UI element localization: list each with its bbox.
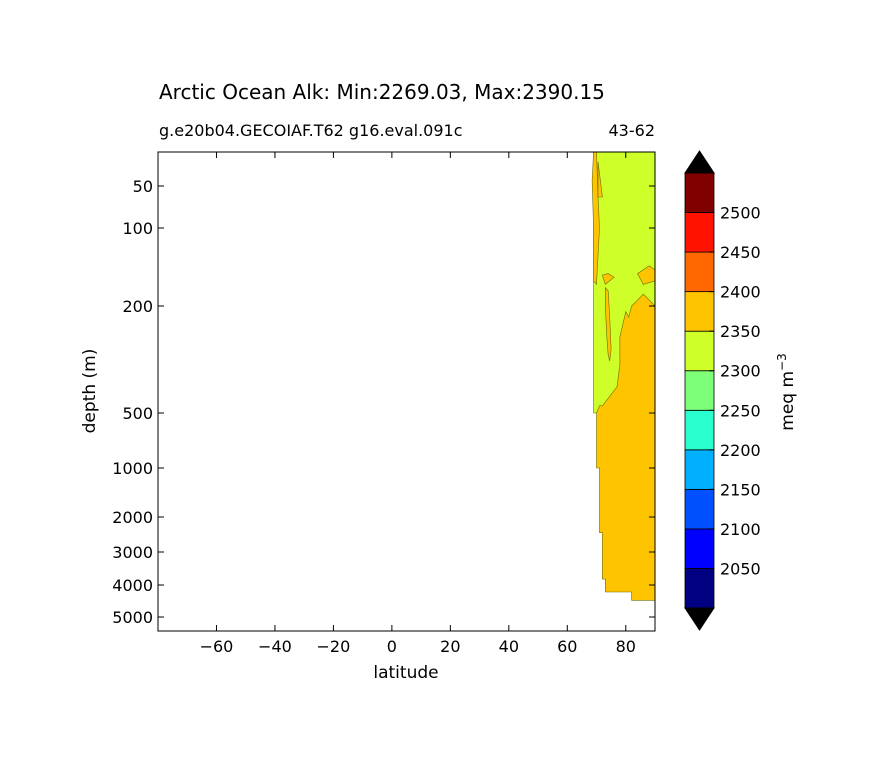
colorbar-extend-max (684, 150, 715, 174)
colorbar-segment (684, 488, 715, 530)
y-tick-label: 200 (122, 297, 153, 316)
contour-region-4 (597, 161, 603, 198)
y-tick-label: 3000 (112, 543, 153, 562)
y-tick-label: 100 (122, 219, 153, 238)
x-tick-label: 60 (557, 637, 577, 656)
y-tick-label: 50 (133, 177, 153, 196)
colorbar-tick-label: 2050 (720, 559, 761, 578)
colorbar-label: meq m−3 (775, 353, 798, 430)
colorbar-tick-label: 2250 (720, 401, 761, 420)
chart-subtitle-right: 43-62 (609, 121, 656, 140)
x-axis-label: latitude (373, 663, 438, 683)
chart-subtitle-left: g.e20b04.GECOIAF.T62 g16.eval.091c (159, 121, 463, 140)
x-axis: −60 −40 −20 0 20 40 60 80 (200, 152, 636, 656)
colorbar-segment (684, 568, 715, 609)
y-tick-label: 4000 (112, 576, 153, 595)
x-tick-label: −20 (317, 637, 351, 656)
y-axis: 50 100 200 500 1000 2000 3000 4000 5000 (112, 177, 655, 627)
y-tick-label: 500 (122, 404, 153, 423)
colorbar-tick-label: 2200 (720, 441, 761, 460)
y-tick-label: 1000 (112, 459, 153, 478)
colorbar-segment (684, 172, 715, 213)
x-tick-label: −60 (200, 637, 234, 656)
colorbar-tick-label: 2350 (720, 322, 761, 341)
contour-region-6 (602, 273, 615, 285)
colorbar-extend-min (684, 607, 715, 631)
x-tick-label: 40 (499, 637, 519, 656)
plot-area (157, 151, 656, 632)
colorbar-tick-label: 2500 (720, 204, 761, 223)
y-tick-label: 5000 (112, 608, 153, 627)
colorbar-segment (684, 528, 715, 569)
contour-region-7 (637, 265, 655, 285)
x-tick-label: 80 (616, 637, 636, 656)
contour-region-2 (596, 293, 655, 601)
colorbar-label-exponent: −3 (775, 353, 789, 371)
colorbar-segment (684, 330, 715, 372)
colorbar-segment (684, 409, 715, 451)
colorbar-label-text: meq m (778, 371, 798, 431)
contour-region-5 (604, 286, 612, 361)
colorbar-segment (684, 291, 715, 332)
colorbar: 2050 2100 2150 2200 2250 2300 2350 2400 2450 2500 (684, 150, 761, 631)
y-axis-label: depth (m) (80, 349, 100, 434)
colorbar-segment (684, 212, 715, 253)
colorbar-segment (684, 370, 715, 411)
contour-region-3 (591, 152, 600, 286)
x-tick-label: −40 (258, 637, 292, 656)
plot-frame (157, 151, 656, 632)
colorbar-segment (684, 449, 715, 490)
colorbar-segment (684, 251, 715, 293)
x-tick-label: 0 (387, 637, 397, 656)
colorbar-tick-label: 2400 (720, 283, 761, 302)
y-tick-label: 2000 (112, 508, 153, 527)
colorbar-tick-label: 2450 (720, 243, 761, 262)
colorbar-tick-label: 2150 (720, 480, 761, 499)
chart-title: Arctic Ocean Alk: Min:2269.03, Max:2390.… (159, 80, 605, 104)
colorbar-tick-label: 2300 (720, 362, 761, 381)
colorbar-tick-label: 2100 (720, 520, 761, 539)
x-tick-label: 20 (440, 637, 460, 656)
